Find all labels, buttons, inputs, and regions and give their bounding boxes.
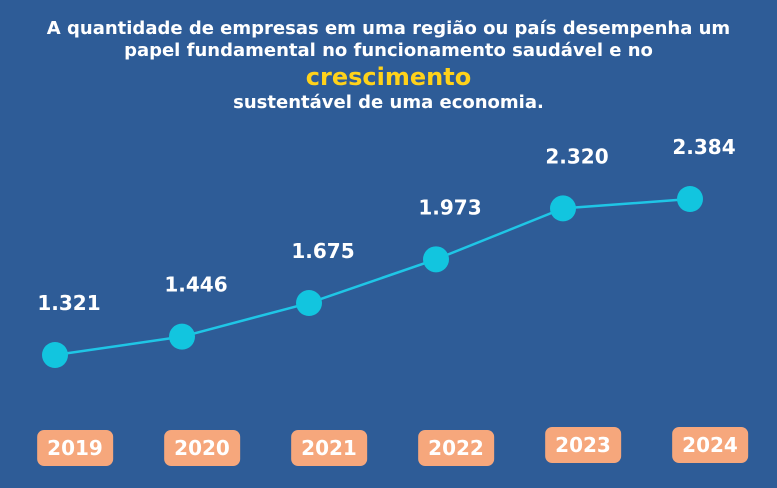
tick-label-2023: 2023 [545, 427, 621, 463]
headline-line-2: papel fundamental no funcionamento saudá… [124, 40, 653, 61]
data-label-2022: 1.973 [418, 195, 481, 219]
data-label-2024: 2.384 [672, 135, 735, 159]
data-label-2020: 1.446 [164, 273, 227, 297]
data-label-2021: 1.675 [291, 239, 354, 263]
tick-label-2020: 2020 [164, 430, 240, 466]
tick-label-2022: 2022 [418, 430, 494, 466]
data-label-2019: 1.321 [37, 291, 100, 315]
tick-label-2019: 2019 [37, 430, 113, 466]
data-point-2020 [169, 323, 195, 350]
headline-line-1: A quantidade de empresas em uma região o… [46, 18, 731, 39]
headline-highlight: crescimento [305, 63, 472, 91]
data-point-2022 [423, 246, 449, 273]
data-point-2024 [677, 186, 703, 212]
tick-label-2024: 2024 [672, 427, 748, 463]
data-point-2021 [296, 290, 322, 317]
tick-label-2021: 2021 [291, 430, 367, 466]
data-label-2023: 2.320 [545, 144, 608, 168]
series-line [54, 197, 691, 357]
headline: A quantidade de empresas em uma região o… [0, 18, 777, 114]
headline-line-3: sustentável de uma economia. [233, 92, 544, 113]
data-point-2019 [42, 342, 68, 368]
data-point-2023 [550, 195, 576, 222]
